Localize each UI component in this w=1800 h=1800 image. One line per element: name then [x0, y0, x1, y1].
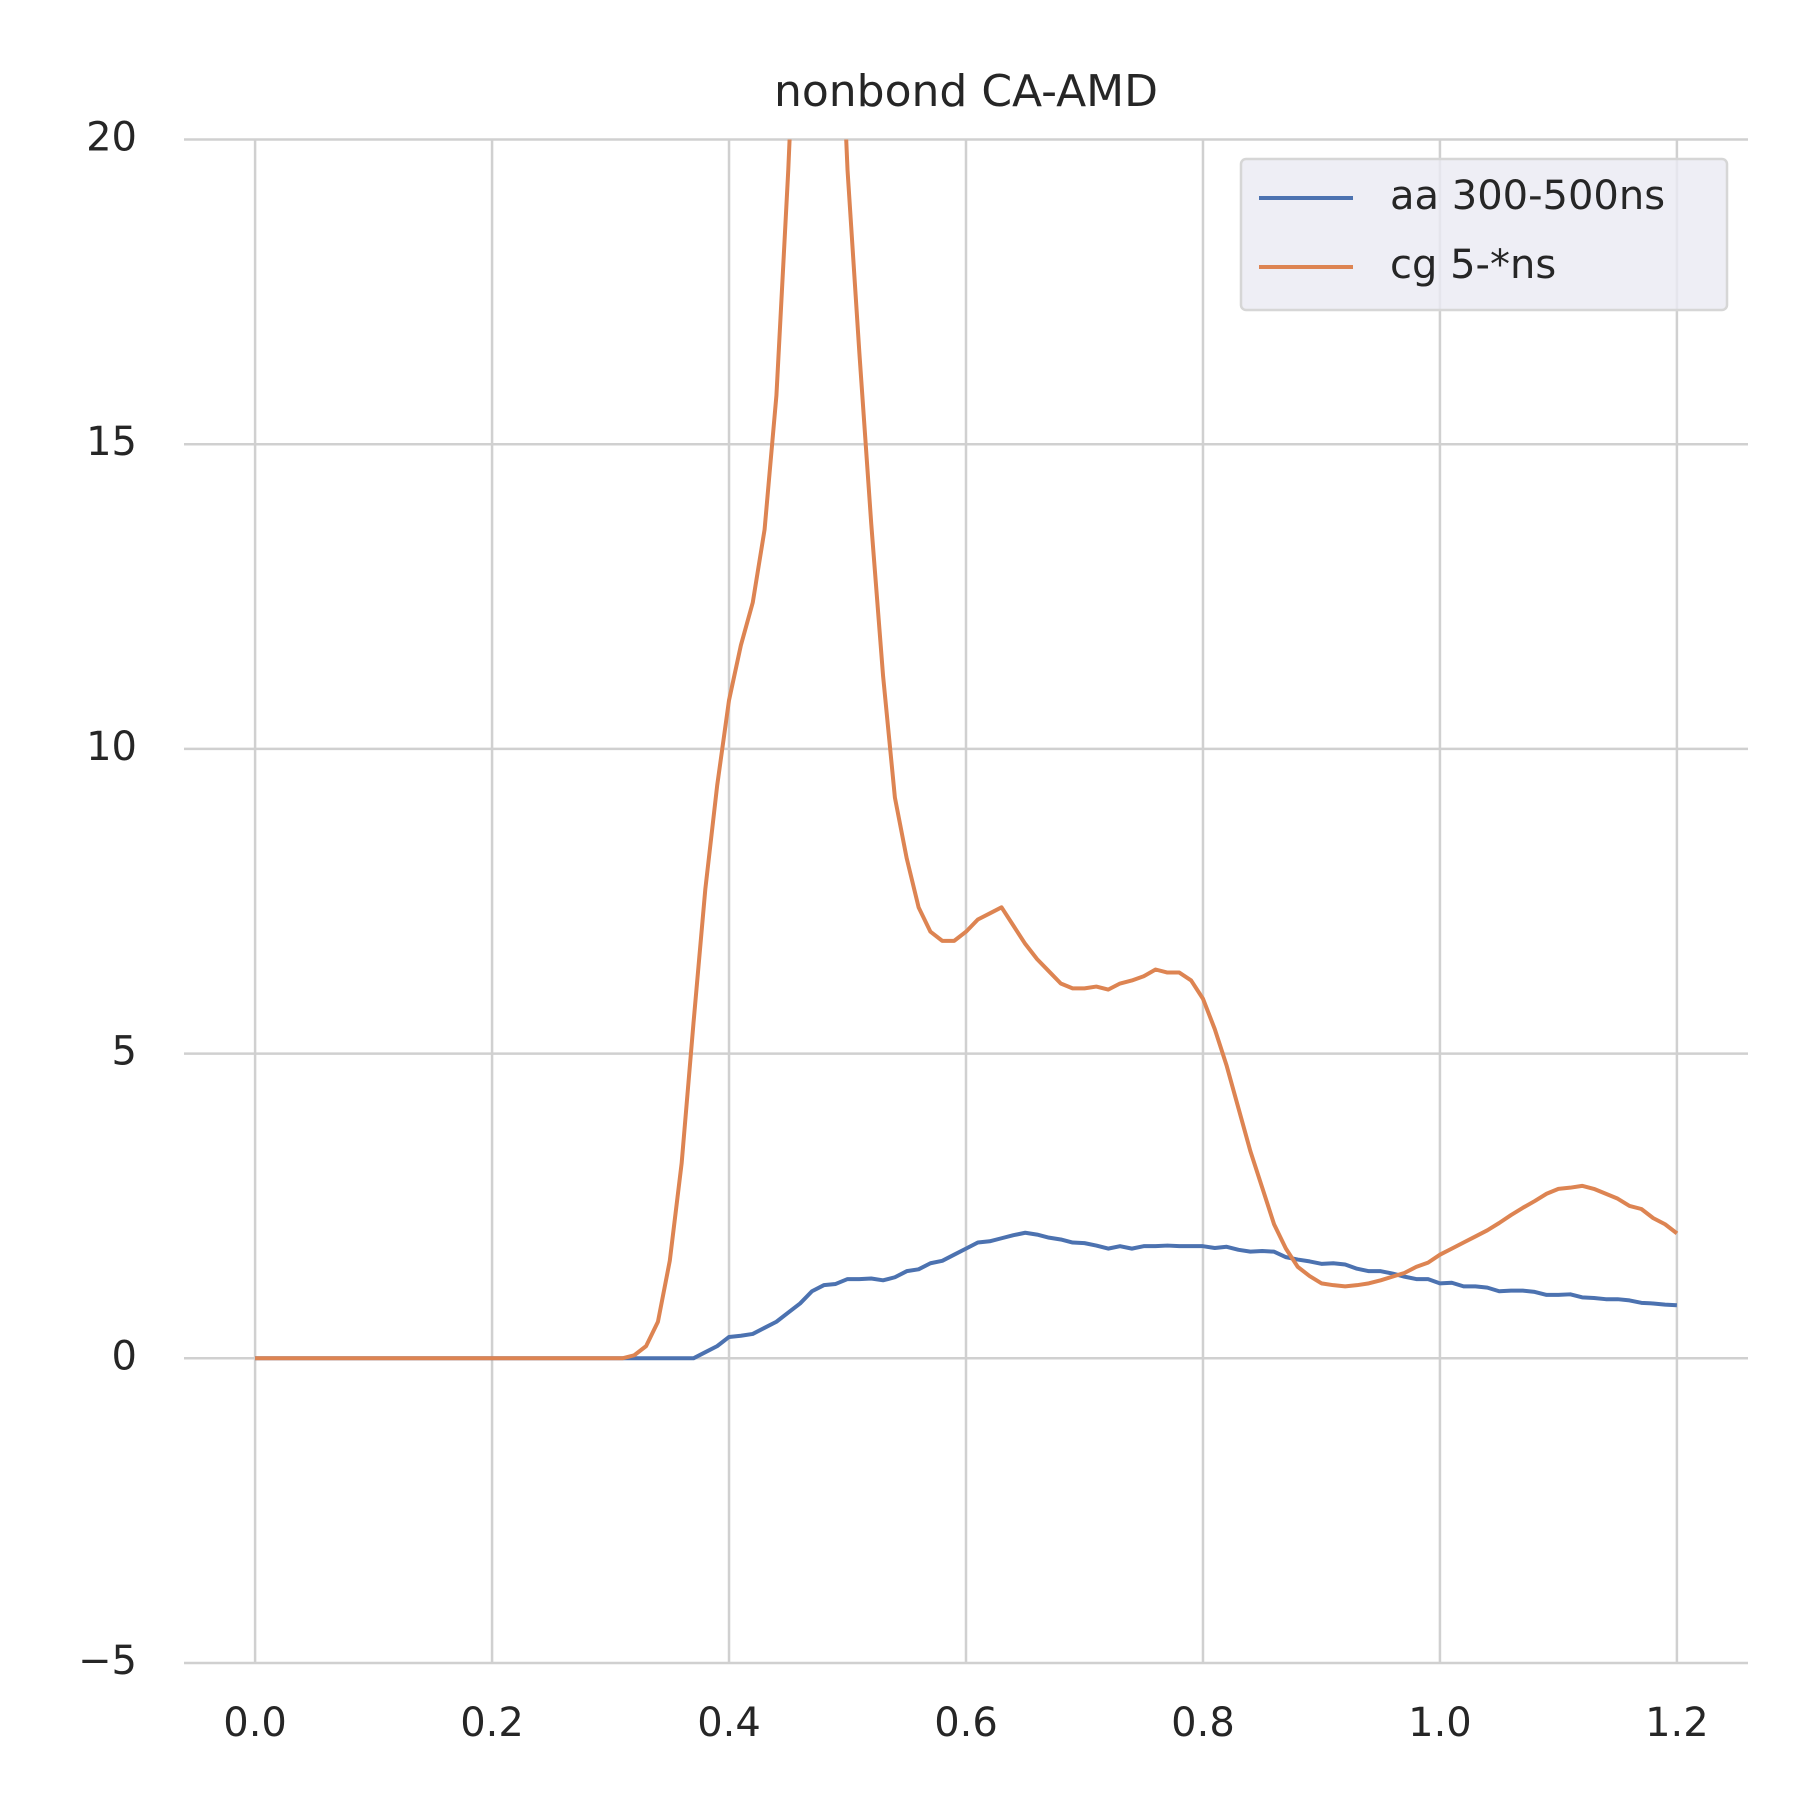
x-tick-label: 1.2 — [1645, 1700, 1709, 1746]
data-line — [255, 139, 1679, 1361]
x-tick-label: 0.4 — [697, 1700, 761, 1746]
x-tick-label: 0.8 — [1171, 1700, 1235, 1746]
x-tick-label: 1.0 — [1408, 1700, 1472, 1746]
y-tick-label: 20 — [86, 115, 137, 161]
y-tick-label: 10 — [86, 724, 137, 770]
legend-label: aa 300-500ns — [1390, 173, 1665, 219]
plot-area — [255, 139, 1679, 1361]
y-tick-label: 0 — [112, 1333, 137, 1379]
legend-label: cg 5-*ns — [1390, 242, 1556, 288]
chart-title: nonbond CA-AMD — [774, 66, 1158, 117]
x-tick-label: 0.2 — [460, 1700, 524, 1746]
legend: aa 300-500ns cg 5-*ns — [1239, 157, 1729, 312]
grid — [184, 138, 1748, 1665]
y-tick-label: −5 — [78, 1638, 137, 1684]
y-tick-label: 15 — [86, 419, 137, 465]
x-tick-label: 0.6 — [934, 1700, 998, 1746]
x-tick-label: 0.0 — [223, 1700, 287, 1746]
y-tick-label: 5 — [112, 1029, 137, 1075]
legend-box — [1239, 157, 1729, 312]
